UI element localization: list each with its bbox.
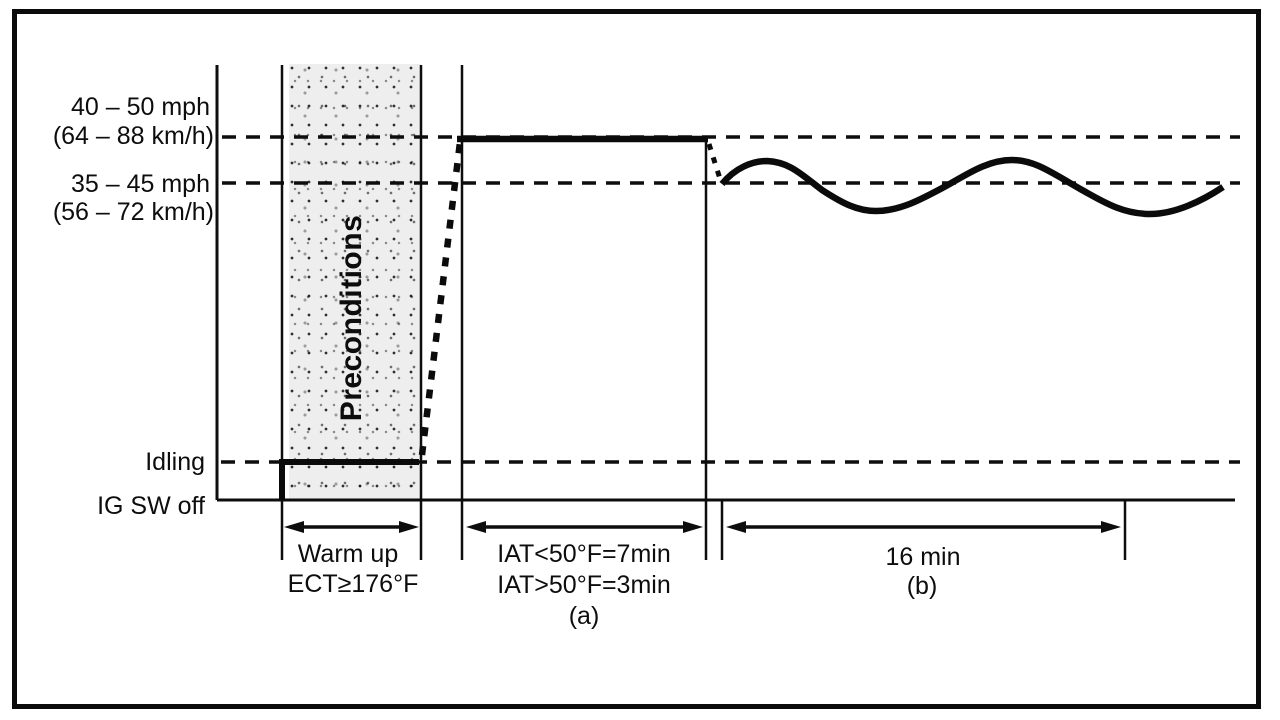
speed-high-kmh-label: (64 – 88 km/h)	[52, 122, 214, 150]
speed-low-mph-label: 35 – 45 mph	[71, 170, 210, 198]
signal-accel-dashed-segment	[418, 141, 464, 456]
preconditions-label: Preconditions	[335, 214, 368, 422]
diagram-frame	[12, 9, 1261, 709]
idling-label: Idling	[145, 448, 205, 476]
phase-b-tag: (b)	[906, 572, 938, 600]
speed-high-mph-label: 40 – 50 mph	[71, 93, 210, 121]
duration-16min-label: 16 min	[885, 543, 961, 571]
phase-b-arrow	[726, 521, 1121, 533]
warm-up-arrow	[284, 521, 419, 533]
iat-warm-condition-label: IAT>50°F=3min	[497, 571, 671, 599]
iat-cold-condition-label: IAT<50°F=7min	[497, 540, 671, 568]
warm-up-label: Warm up	[297, 540, 399, 568]
speed-low-kmh-label: (56 – 72 km/h)	[52, 198, 214, 226]
signal-wave-segment	[719, 156, 1225, 218]
ig-sw-off-label: IG SW off	[97, 492, 205, 520]
signal-transition-dashed	[706, 143, 724, 183]
ect-condition-label: ECT≥176°F	[287, 570, 419, 598]
phase-a-arrow	[466, 521, 703, 533]
signal-idle-segment	[279, 459, 419, 500]
phase-a-tag: (a)	[568, 602, 600, 630]
